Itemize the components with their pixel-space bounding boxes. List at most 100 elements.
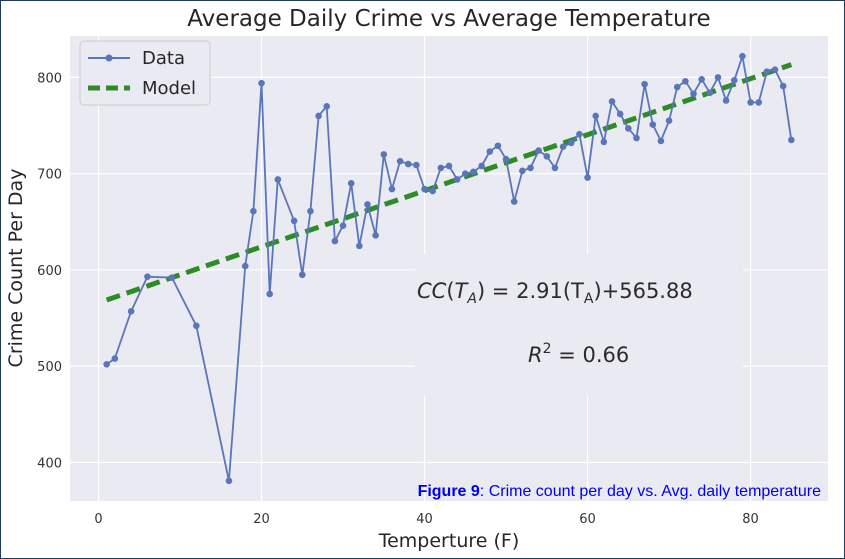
data-point (241, 262, 249, 270)
data-point (225, 477, 233, 485)
data-point (111, 355, 119, 362)
data-point (730, 76, 738, 84)
model-fit-line (105, 62, 793, 303)
data-point (494, 142, 502, 150)
data-point (356, 242, 363, 250)
data-point (763, 68, 771, 75)
data-point (559, 143, 567, 151)
y-tick-label: 700 (37, 168, 62, 183)
data-point (502, 155, 510, 163)
data-point (682, 77, 689, 85)
data-point (372, 231, 379, 239)
x-axis-title: Temperture (F) (378, 530, 520, 552)
legend: Data Model (79, 40, 211, 106)
data-point (193, 322, 200, 330)
series-data (103, 52, 795, 485)
legend-model-label: Model (142, 78, 196, 99)
x-tick-label: 40 (416, 512, 433, 527)
data-point (429, 187, 436, 195)
legend-data-marker (105, 54, 113, 62)
y-tick-label: 400 (37, 456, 62, 471)
data-point (404, 160, 412, 168)
tick-labels: 0 20 40 60 80 400 500 600 700 800 (37, 71, 759, 527)
y-axis-title: Crime Count Per Day (5, 169, 27, 368)
data-point (779, 82, 787, 90)
data-point (527, 164, 534, 172)
data-point (298, 271, 306, 279)
data-point (290, 217, 298, 225)
data-point (323, 102, 331, 110)
data-point (388, 185, 396, 193)
data-point (641, 80, 648, 88)
r-squared-label: R2 = 0.66 (528, 341, 629, 367)
y-tick-label: 600 (37, 264, 62, 279)
data-point (413, 161, 420, 169)
equation-annotation: CC(TA) = 2.91(TA)+565.88 R2 = 0.66 (415, 254, 743, 396)
data-point (478, 162, 485, 170)
data-point (592, 112, 600, 120)
data-point (755, 99, 763, 106)
data-point (576, 130, 583, 138)
x-tick-label: 80 (742, 512, 759, 527)
data-point (168, 274, 176, 281)
x-tick-label: 20 (253, 512, 270, 527)
data-point (421, 185, 428, 193)
series-model (105, 62, 793, 303)
data-point (788, 136, 795, 144)
chart-title: Average Daily Crime vs Average Temperatu… (187, 6, 710, 32)
data-point (266, 290, 273, 298)
data-point (673, 83, 681, 91)
y-tick-label: 800 (37, 71, 62, 86)
data-point (600, 138, 608, 146)
figure-caption: Figure 9: Crime count per day vs. Avg. d… (418, 483, 822, 500)
data-point (633, 134, 640, 142)
data-point (771, 66, 779, 73)
equation-formula: CC(TA) = 2.91(TA)+565.88 (417, 279, 693, 307)
x-tick-label: 0 (94, 512, 102, 527)
data-point (706, 89, 714, 97)
caption-text: : Crime count per day vs. Avg. daily tem… (480, 483, 821, 500)
data-point (127, 308, 135, 315)
data-point (690, 90, 697, 98)
data-point (510, 198, 518, 205)
data-point (470, 168, 477, 176)
y-tick-label: 500 (37, 360, 62, 375)
caption-label: Figure 9 (418, 483, 480, 500)
data-point (543, 153, 551, 160)
data-point (739, 52, 746, 60)
data-point (551, 164, 559, 172)
data-point (445, 162, 453, 170)
data-point (396, 157, 404, 165)
data-point (462, 170, 469, 177)
data-point (364, 201, 371, 208)
x-tick-label: 60 (579, 512, 596, 527)
data-point (608, 98, 616, 105)
data-point (657, 137, 665, 145)
data-point (486, 148, 494, 155)
data-point (103, 360, 110, 368)
equation-box (415, 254, 743, 396)
data-point (584, 174, 591, 181)
data-point (315, 112, 322, 120)
data-point (747, 99, 754, 106)
data-point (347, 179, 355, 187)
data-point (258, 79, 265, 87)
data-point (698, 76, 705, 83)
data-point (437, 164, 445, 172)
data-point (453, 176, 461, 183)
data-point (274, 176, 282, 183)
data-point (250, 207, 257, 215)
data-point (665, 117, 673, 125)
data-point (339, 222, 347, 229)
data-point (535, 147, 542, 154)
data-point (380, 151, 388, 158)
data-point (649, 121, 657, 128)
data-point (616, 110, 624, 118)
legend-data-label: Data (142, 48, 185, 69)
data-point (331, 237, 339, 245)
data-point (519, 167, 526, 175)
data-point (144, 273, 151, 280)
data-point (625, 125, 632, 132)
data-point (714, 74, 722, 81)
